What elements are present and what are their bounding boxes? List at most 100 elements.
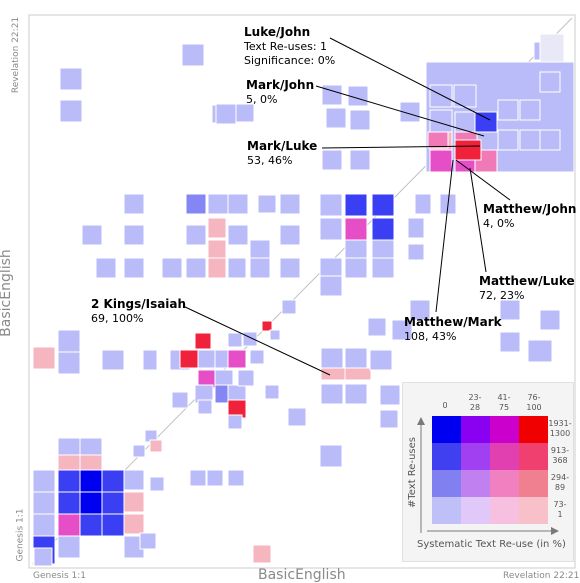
legend-col-label: 23- 28 [468, 393, 482, 412]
matrix-cell [227, 349, 247, 369]
matrix-cell [249, 257, 271, 279]
legend-color-cell [519, 416, 548, 443]
matrix-cell [474, 111, 498, 133]
matrix-cell [321, 149, 343, 171]
annotation-line: 72, 23% [479, 289, 525, 302]
matrix-cell [519, 99, 541, 121]
matrix-cell [215, 103, 237, 125]
matrix-cell [207, 257, 227, 279]
matrix-cell [123, 257, 145, 279]
matrix-cell [499, 299, 521, 321]
y-axis-label: BasicEnglish [0, 249, 14, 337]
matrix-cell [249, 349, 265, 365]
matrix-cell [79, 513, 103, 537]
matrix-cell [371, 217, 395, 241]
matrix-cell [123, 491, 145, 513]
legend-color-cell [461, 497, 490, 524]
legend-row-label: 1931- 1300 [548, 419, 572, 438]
leader-mark-luke [321, 145, 481, 149]
annotation-mark-luke: Mark/Luke 53, 46% [247, 139, 317, 168]
matrix-cell [379, 409, 399, 429]
matrix-cell [197, 399, 213, 415]
matrix-cell [319, 275, 343, 297]
annotation-mark-john: Mark/John 5, 0% [246, 78, 314, 107]
annotation-line: 53, 46% [247, 154, 293, 167]
y-axis-start: Genesis 1:1 [15, 508, 26, 562]
matrix-cell [325, 107, 347, 129]
color-legend: 0 23- 28 41- 75 76- 100 1931- 1300 913- … [402, 382, 574, 562]
matrix-cell [344, 367, 372, 381]
matrix-cell [33, 547, 53, 567]
matrix-cell [207, 217, 227, 239]
leader-matthew-mark [435, 159, 454, 313]
matrix-cell [497, 129, 519, 151]
matrix-cell [181, 43, 205, 67]
annotation-line: Significance: 0% [244, 54, 336, 67]
matrix-cell [252, 544, 272, 564]
matrix-cell [189, 469, 207, 487]
y-axis-end: Revelation 22:21 [11, 16, 22, 94]
matrix-cell [429, 84, 453, 108]
annotation-luke-john: Luke/John Text Re-uses: 1 Significance: … [244, 25, 335, 68]
annotation-title: Luke/John [244, 25, 311, 39]
matrix-cell [344, 257, 368, 279]
matrix-cell [227, 224, 249, 246]
x-axis-start: Genesis 1:1 [33, 571, 86, 581]
matrix-cell [57, 513, 81, 537]
annotation-line: Text Re-uses: 1 [244, 40, 328, 53]
matrix-cell [101, 469, 125, 493]
legend-y-title: #Text Re-uses [406, 437, 418, 508]
annotation-line: 69, 100% [91, 312, 144, 325]
matrix-cell [319, 444, 343, 468]
matrix-cell [269, 329, 281, 341]
matrix-cell [207, 239, 227, 261]
matrix-cell [197, 349, 217, 369]
legend-col-label: 76- 100 [526, 393, 542, 412]
matrix-cell [57, 491, 81, 515]
matrix-cell [320, 367, 348, 381]
matrix-cell [227, 257, 247, 279]
matrix-cell [227, 469, 245, 487]
leader-matthew-john [455, 159, 511, 201]
matrix-cell [227, 414, 243, 430]
legend-arrows [417, 417, 559, 535]
matrix-cell [81, 224, 103, 246]
legend-color-cell [432, 470, 461, 497]
legend-color-cell [461, 470, 490, 497]
matrix-cell [349, 109, 371, 131]
matrix-cell [379, 384, 401, 406]
matrix-cell [539, 129, 561, 151]
matrix-cell [57, 535, 81, 559]
legend-row-label: 294- 89 [550, 473, 570, 492]
legend-color-cell [490, 497, 519, 524]
legend-row-label: 913- 368 [550, 446, 570, 465]
matrix-cell [57, 469, 81, 493]
matrix-cell [132, 444, 146, 458]
matrix-cell [279, 193, 301, 215]
legend-row-label: 73- 1 [553, 500, 567, 519]
matrix-cell [101, 491, 125, 515]
legend-col-label: 41- 75 [497, 393, 511, 412]
annotation-title: Matthew/Luke [479, 274, 575, 288]
annotation-2kings-isaiah: 2 Kings/Isaiah 69, 100% [91, 297, 186, 326]
matrix-cell [320, 347, 344, 371]
matrix-cell [207, 193, 229, 215]
matrix-cell [139, 532, 157, 550]
matrix-cell [149, 476, 165, 492]
legend-color-cell [490, 443, 519, 470]
leader-2kings-isaiah [182, 305, 331, 376]
matrix-cell [249, 239, 271, 261]
annotation-title: Mark/John [246, 78, 315, 92]
legend-color-cell [432, 443, 461, 470]
matrix-cell [57, 329, 81, 353]
matrix-cell [227, 332, 243, 348]
matrix-cell [59, 99, 83, 123]
matrix-cell [142, 349, 158, 371]
matrix-cell [237, 369, 255, 387]
matrix-cell [185, 224, 207, 246]
annotation-matthew-luke: Matthew/Luke 72, 23% [479, 274, 575, 303]
legend-color-cell [519, 443, 548, 470]
matrix-cell [161, 257, 183, 279]
matrix-cell [319, 257, 343, 279]
